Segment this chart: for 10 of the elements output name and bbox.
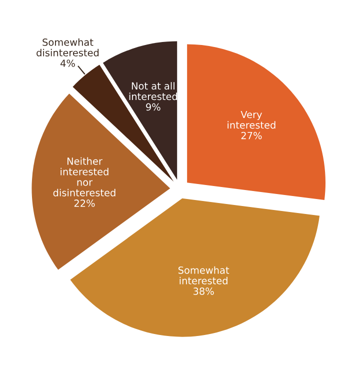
data-label: 22% (74, 200, 95, 207)
data-label: 27% (241, 132, 262, 140)
slice-label: Somewhat disinterested (36, 38, 99, 56)
data-label: 38% (194, 288, 214, 295)
slice-label: Somewhat interested (178, 266, 230, 284)
slice-label: Neither interested nor disinterested (53, 157, 116, 196)
slice-label: Not at all interested (129, 82, 178, 100)
data-label: 4% (60, 60, 75, 67)
data-label: 9% (146, 103, 160, 111)
slice-label: Very interested (228, 110, 276, 129)
